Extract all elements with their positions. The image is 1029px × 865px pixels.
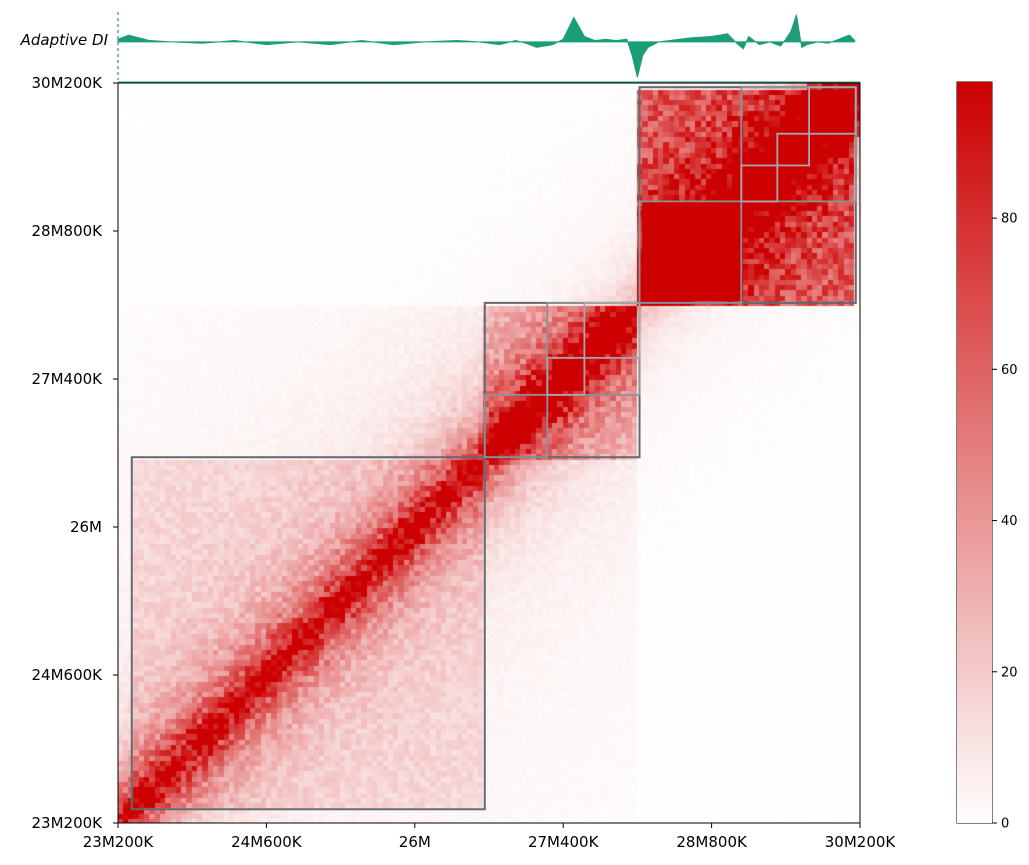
y-tick-label: 27M400K bbox=[32, 370, 104, 388]
colorbar-tick-label: 40 bbox=[1001, 514, 1018, 529]
y-tick-label: 30M200K bbox=[32, 74, 104, 92]
colorbar-tick-label: 60 bbox=[1001, 363, 1018, 378]
domain-box bbox=[546, 301, 641, 396]
colorbar-tick-label: 0 bbox=[1001, 817, 1009, 832]
x-tick-label: 28M800K bbox=[676, 833, 748, 851]
y-tick-label: 26M bbox=[70, 518, 102, 536]
y-tick-label: 23M200K bbox=[32, 814, 104, 832]
x-tick-label: 23M200K bbox=[83, 833, 155, 851]
track-label: Adaptive DI bbox=[20, 31, 109, 49]
domain-boxes bbox=[130, 86, 857, 811]
domain-box bbox=[483, 301, 641, 459]
x-tick-label: 30M200K bbox=[825, 833, 897, 851]
domain-box bbox=[740, 86, 857, 203]
colorbar bbox=[957, 82, 992, 823]
domain-box bbox=[130, 456, 486, 811]
x-tick-label: 27M400K bbox=[528, 833, 600, 851]
y-tick-label: 24M600K bbox=[32, 666, 104, 684]
domain-box bbox=[638, 86, 857, 304]
colorbar-tick-label: 80 bbox=[1001, 212, 1018, 227]
heatmap-frame bbox=[117, 82, 861, 824]
domain-box bbox=[483, 393, 549, 459]
adaptive-di-track bbox=[117, 12, 860, 83]
x-tick-label: 24M600K bbox=[231, 833, 303, 851]
domain-box bbox=[583, 301, 641, 359]
domain-box bbox=[776, 132, 811, 167]
domain-box bbox=[638, 200, 743, 304]
contact-heatmap bbox=[118, 83, 860, 823]
colorbar-axis: 0 20 40 60 80 bbox=[992, 212, 1018, 832]
domain-box bbox=[808, 86, 857, 135]
colorbar-tick-label: 20 bbox=[1001, 665, 1018, 680]
domain-box bbox=[740, 164, 779, 203]
domain-box bbox=[546, 356, 586, 396]
x-axis: 23M200K 24M600K 26M 27M400K 28M800K 30M200K bbox=[83, 823, 897, 851]
x-tick-label: 26M bbox=[399, 833, 431, 851]
track-area bbox=[117, 14, 856, 78]
y-axis: 23M200K 24M600K 26M 27M400K 28M800K 30M200K bbox=[32, 74, 118, 832]
y-tick-label: 28M800K bbox=[32, 222, 104, 240]
